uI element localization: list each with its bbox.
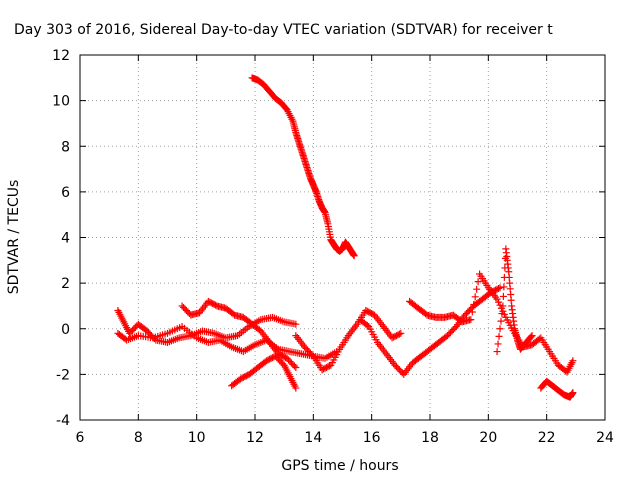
data-point	[363, 321, 371, 329]
data-point	[467, 316, 475, 324]
y-axis-label: SDTVAR / TECUs	[6, 180, 22, 295]
y-tick-label: 12	[52, 48, 70, 64]
data-point	[292, 364, 300, 372]
data-point	[496, 284, 504, 292]
chart-title: Day 303 of 2016, Sidereal Day-to-day VTE…	[14, 22, 553, 38]
data-point	[493, 295, 501, 303]
data-point	[471, 293, 479, 301]
x-tick-label: 18	[421, 430, 439, 446]
data-point	[495, 298, 503, 306]
y-tick-label: 8	[61, 139, 70, 155]
series-arc-evening	[537, 377, 577, 401]
series-arc-spike	[493, 245, 536, 356]
x-tick-label: 24	[596, 430, 614, 446]
x-tick-labels: 6 8 10 12 14 16 18 20 22 24	[76, 430, 614, 446]
y-tick-label: 0	[61, 322, 70, 338]
data-point	[499, 292, 507, 300]
y-tick-labels: -4 -2 0 2 4 6 8 10 12	[52, 48, 70, 429]
data-point	[528, 332, 536, 340]
y-tick-label: 4	[61, 231, 70, 247]
data-point	[569, 357, 577, 365]
data-point	[496, 325, 504, 333]
series-arc-descending	[248, 74, 358, 260]
x-tick-label: 14	[304, 430, 322, 446]
data-point	[527, 333, 535, 341]
data-point	[350, 252, 358, 260]
data-point	[397, 329, 405, 337]
data-marks	[114, 74, 577, 401]
x-tick-label: 22	[538, 430, 556, 446]
data-point	[494, 340, 502, 348]
x-tick-label: 10	[188, 430, 206, 446]
y-tick-label: -4	[56, 413, 70, 429]
y-tick-label: 10	[52, 94, 70, 110]
data-point	[493, 348, 501, 356]
data-point	[292, 320, 300, 328]
x-tick-label: 6	[76, 430, 85, 446]
x-tick-label: 20	[479, 430, 497, 446]
y-tick-label: -2	[56, 367, 70, 383]
data-point	[290, 362, 298, 370]
series-arc-mid-lower	[228, 352, 300, 392]
grid	[80, 55, 605, 420]
x-axis-label: GPS time / hours	[281, 458, 398, 474]
data-point	[470, 300, 478, 308]
data-point	[495, 284, 503, 292]
data-point	[308, 351, 316, 359]
data-point	[498, 310, 506, 318]
data-point	[495, 332, 503, 340]
y-tick-label: 2	[61, 276, 70, 292]
series-arc-late	[406, 270, 577, 376]
data-point	[499, 302, 507, 310]
data-point	[497, 317, 505, 325]
data-point	[474, 278, 482, 286]
x-tick-label: 16	[363, 430, 381, 446]
data-point	[468, 308, 476, 316]
series-arc-mid-upper	[178, 297, 300, 372]
axis-ticks	[79, 54, 606, 421]
x-tick-label: 8	[134, 430, 143, 446]
plot-frame	[79, 54, 606, 421]
data-point	[473, 285, 481, 293]
data-point	[395, 330, 403, 338]
x-tick-label: 12	[246, 430, 264, 446]
data-point	[292, 384, 300, 392]
y-tick-label: 6	[61, 185, 70, 201]
data-point	[569, 389, 577, 397]
data-point	[500, 283, 508, 291]
series-arc-noon	[292, 307, 405, 374]
